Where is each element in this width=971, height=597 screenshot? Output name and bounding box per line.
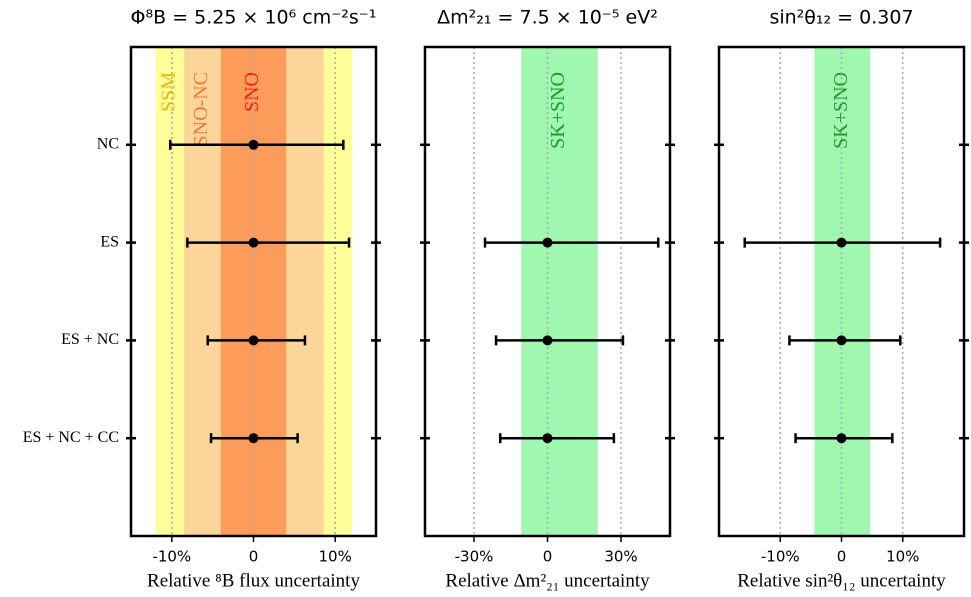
point (542, 433, 553, 444)
x-tick-label: 0 (837, 548, 847, 566)
point (836, 335, 847, 346)
x-tick-label: 0 (543, 548, 553, 566)
x-tick-label: -10% (152, 548, 191, 566)
band-label: SK+SNO (830, 72, 852, 149)
point (248, 433, 259, 444)
x-axis-label: Relative ⁸B flux uncertainty (147, 570, 360, 591)
y-tick-label: ES (100, 233, 119, 250)
y-tick-label: NC (97, 135, 119, 152)
x-tick-label: 0 (249, 548, 259, 566)
x-tick-label: 10% (318, 548, 351, 566)
point (836, 433, 847, 444)
chart-title: sin²θ₁₂ = 0.307 (769, 7, 913, 29)
point (542, 237, 553, 248)
point (248, 335, 259, 346)
chart-title: Φ⁸B = 5.25 × 10⁶ cm⁻²s⁻¹ (131, 7, 377, 29)
plot-frame (423, 45, 672, 538)
x-tick-label: 10% (886, 548, 919, 566)
x-tick-label: 30% (604, 548, 637, 566)
band-label: SSM (157, 72, 179, 112)
band (814, 47, 871, 536)
point (248, 139, 259, 150)
point (542, 335, 553, 346)
band (521, 47, 598, 536)
x-tick-label: -30% (455, 548, 494, 566)
point (248, 237, 259, 248)
band-label: SNO-NC (190, 72, 212, 146)
y-tick-label: ES + NC (61, 331, 119, 348)
x-axis-label: Relative Δm²₂₁ uncertainty (445, 570, 650, 591)
plot-frame (129, 45, 378, 538)
x-tick-label: -10% (761, 548, 800, 566)
chart-title: Δm²₂₁ = 7.5 × 10⁻⁵ eV² (437, 7, 658, 29)
band-label: SNO (241, 72, 263, 112)
plot-frame (717, 45, 966, 538)
y-tick-label: ES + NC + CC (23, 429, 119, 446)
point (836, 237, 847, 248)
band-label: SK+SNO (547, 72, 569, 149)
x-axis-label: Relative sin²θ₁₂ uncertainty (737, 570, 946, 591)
